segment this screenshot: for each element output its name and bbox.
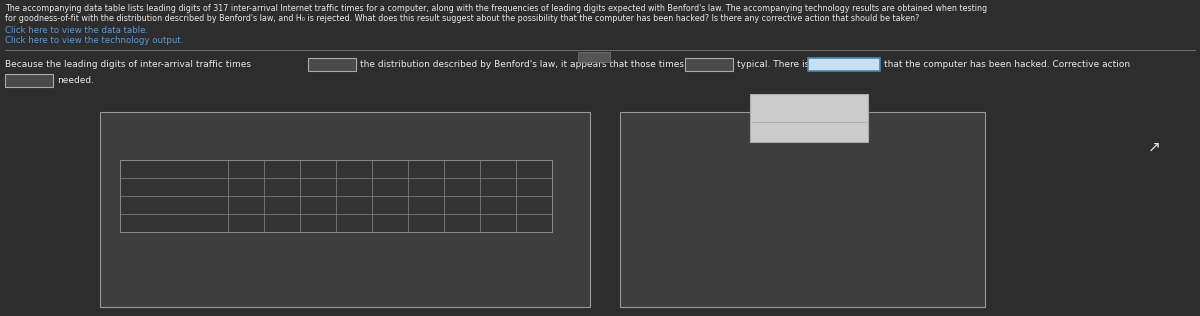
Text: 6.7%: 6.7% [418, 181, 434, 187]
Text: 5: 5 [388, 161, 392, 171]
Text: 7: 7 [460, 161, 464, 171]
Text: a good chance: a good chance [758, 104, 824, 113]
Text: 62: 62 [277, 206, 287, 216]
Text: Times: Times [122, 217, 145, 226]
Text: 6: 6 [424, 161, 428, 171]
Text: Technology c: Technology c [635, 128, 716, 141]
Text: Leading Digit: Leading Digit [122, 163, 174, 172]
Text: The accompanying data table lists leading digits of 317 inter-arrival Internet t: The accompanying data table lists leadin… [5, 4, 988, 13]
Text: ▼: ▼ [722, 64, 727, 70]
Text: 30.1%: 30.1% [235, 181, 257, 187]
Text: Leading Digits of: Leading Digits of [122, 198, 188, 207]
Text: 7.9%: 7.9% [382, 181, 398, 187]
Text: Inter-Arrival Traffic: Inter-Arrival Traffic [122, 206, 194, 215]
Text: 1: 1 [244, 161, 248, 171]
Text: Critical X²:: Critical X²: [646, 237, 696, 247]
Text: Because the leading digits of inter-arrival traffic times: Because the leading digits of inter-arri… [5, 60, 251, 69]
Text: ▼: ▼ [869, 64, 875, 70]
Text: 5.1%: 5.1% [490, 181, 506, 187]
Text: 33: 33 [349, 206, 359, 216]
Text: 12.5%: 12.5% [307, 181, 329, 187]
Text: 4: 4 [352, 161, 356, 171]
Text: 8: 8 [496, 161, 500, 171]
Text: ▼: ▼ [42, 80, 48, 86]
Text: Click here to view the technology output.: Click here to view the technology output… [5, 36, 184, 45]
Text: ·····: ····· [588, 55, 600, 61]
Text: 17.6%: 17.6% [271, 181, 293, 187]
Text: ↗: ↗ [1148, 140, 1160, 155]
Text: 19: 19 [385, 206, 395, 216]
Text: 0.0074: 0.0074 [780, 257, 814, 267]
Text: Benford's Law: Benford's Law [122, 181, 176, 190]
Text: – X: – X [950, 128, 967, 138]
Text: 5.8%: 5.8% [454, 181, 470, 187]
Text: very little chance: very little chance [758, 125, 838, 134]
Text: for goodness-of-fit with the distribution described by Benford's law, and H₀ is : for goodness-of-fit with the distributio… [5, 14, 919, 23]
Text: 15.5073: 15.5073 [780, 237, 820, 247]
Text: 20.9222: 20.9222 [780, 217, 821, 227]
Text: 21: 21 [493, 206, 503, 216]
Text: needed.: needed. [58, 76, 94, 85]
Text: 9.7%: 9.7% [346, 181, 362, 187]
Text: that the computer has been hacked. Corrective action: that the computer has been hacked. Corre… [884, 60, 1130, 69]
Text: Data table: Data table [115, 128, 181, 141]
Text: 4.6%: 4.6% [526, 181, 542, 187]
Text: P-Value:: P-Value: [646, 257, 684, 267]
Text: ▼: ▼ [346, 64, 350, 70]
Text: Click here to view the data table.: Click here to view the data table. [5, 26, 148, 35]
Text: 27: 27 [421, 206, 431, 216]
Text: 22: 22 [529, 206, 539, 216]
Text: 2: 2 [280, 161, 284, 171]
Text: 9: 9 [532, 161, 536, 171]
Text: 28: 28 [457, 206, 467, 216]
Text: 29: 29 [313, 206, 323, 216]
Text: the distribution described by Benford's law, it appears that those times: the distribution described by Benford's … [360, 60, 684, 69]
Text: – X: – X [554, 128, 571, 138]
Text: 76: 76 [241, 206, 251, 216]
Text: typical. There is: typical. There is [737, 60, 809, 69]
Text: Test Statistic, X²:: Test Statistic, X²: [646, 217, 727, 227]
Text: 3: 3 [316, 161, 320, 171]
